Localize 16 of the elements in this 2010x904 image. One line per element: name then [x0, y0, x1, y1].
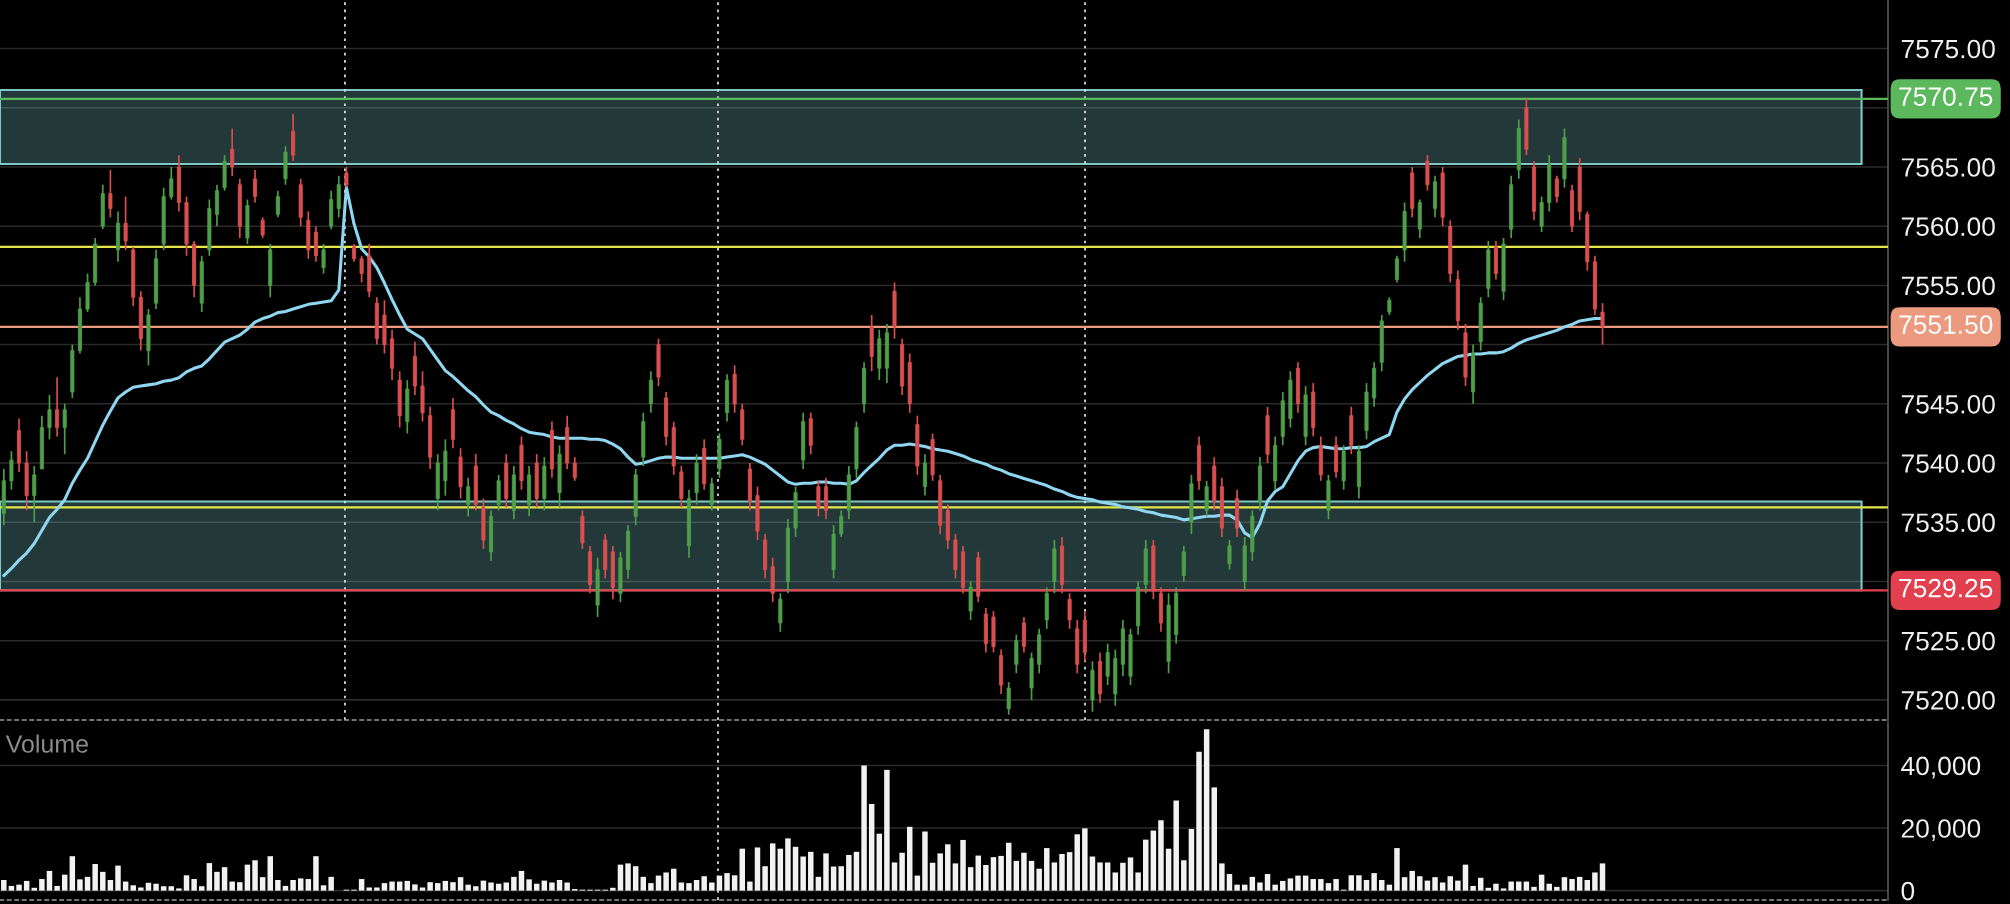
y-tick-label: 7520.00 — [1901, 691, 1995, 710]
y-tick-label: 7575.00 — [1901, 39, 1995, 59]
y-tick-label: 7540.00 — [1901, 454, 1995, 473]
ref-line-label: 7570.75 — [1899, 87, 1993, 106]
ref-line-label: 7529.25 — [1899, 578, 1993, 598]
y-tick-label: 40,000 — [1901, 756, 1981, 779]
y-tick-label: 7565.00 — [1901, 158, 1995, 177]
y-tick-label: 7560.00 — [1901, 217, 1995, 237]
y-tick-label: 20,000 — [1901, 819, 1981, 841]
y-tick-label: 7535.00 — [1901, 513, 1995, 533]
chart-title: Volume — [5, 734, 88, 753]
ref-line-label: 7551.50 — [1899, 315, 1993, 334]
y-tick-label: 7545.00 — [1901, 394, 1995, 414]
y-tick-label: 0 — [1901, 881, 1915, 901]
y-tick-label: 7555.00 — [1901, 276, 1995, 296]
y-tick-label: 7525.00 — [1901, 631, 1995, 651]
